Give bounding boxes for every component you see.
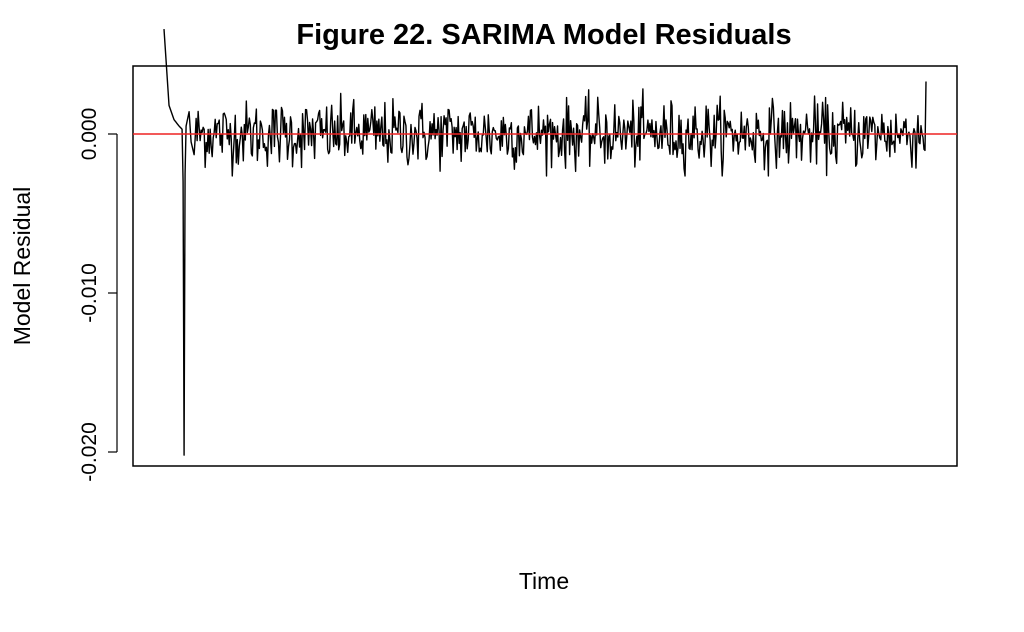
y-axis-title: Model Residual: [9, 187, 35, 346]
y-axis: 0.000 -0.010 -0.020: [78, 108, 118, 482]
plot-area: [133, 29, 957, 456]
chart-title: Figure 22. SARIMA Model Residuals: [296, 19, 791, 51]
y-tick-label: -0.010: [78, 263, 101, 323]
y-tick-label: -0.020: [78, 422, 101, 482]
plot-frame: [132, 65, 958, 467]
y-tick-label: 0.000: [78, 108, 101, 161]
residual-series-line: [163, 29, 927, 456]
x-axis-title: Time: [519, 568, 569, 594]
